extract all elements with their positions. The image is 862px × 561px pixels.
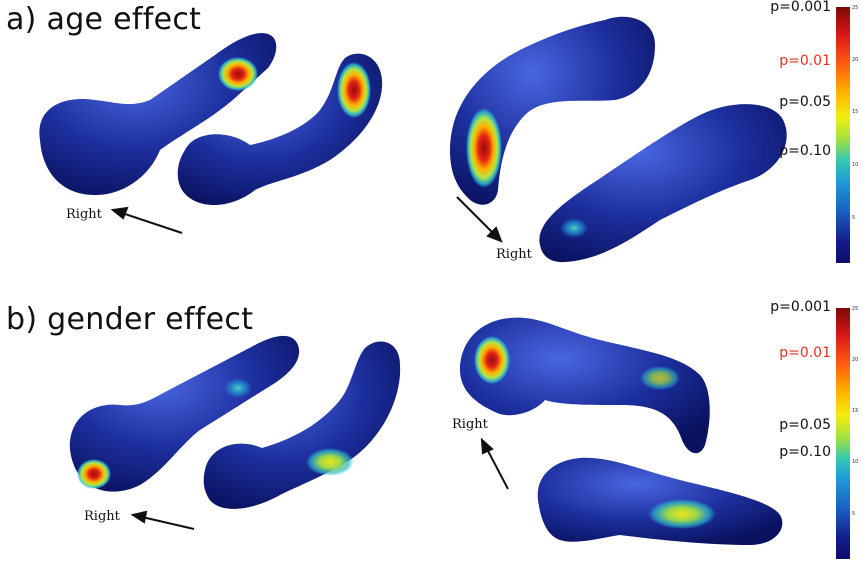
a-left-hippocampus-1 bbox=[39, 33, 277, 195]
b-p-label-001: p=0.01 bbox=[779, 345, 831, 361]
a-right-hippocampus-2 bbox=[539, 104, 787, 263]
a-faint-hotspot bbox=[560, 218, 588, 238]
b-colorbar-tick: 20 bbox=[852, 357, 859, 363]
a-p-label-010: p=0.10 bbox=[779, 143, 831, 159]
a-p-label-005: p=0.05 bbox=[779, 94, 831, 110]
b-colorbar-tick: 10 bbox=[852, 459, 859, 465]
b-colorbar bbox=[836, 308, 850, 559]
b-left-hippocampus-1 bbox=[69, 335, 300, 492]
b-right-hippocampus-2 bbox=[537, 457, 783, 545]
a-age-hotspot-left bbox=[218, 57, 258, 91]
b-colorbar-tick: 25 bbox=[852, 306, 859, 312]
b-right-hippocampus-1 bbox=[460, 317, 710, 454]
a-left-hippocampus-2 bbox=[177, 53, 383, 205]
b-left-direction-label: Right bbox=[84, 509, 120, 524]
a-colorbar-tick: 10 bbox=[852, 162, 859, 168]
a-colorbar-tick: 5 bbox=[852, 215, 856, 221]
a-colorbar-tick: 20 bbox=[852, 57, 859, 63]
b-colorbar-tick: 15 bbox=[852, 408, 859, 414]
b-left-arrow bbox=[130, 510, 195, 530]
a-colorbar-tick: 25 bbox=[852, 5, 859, 11]
b-gender-hotspot-lower bbox=[648, 499, 716, 529]
a-left-direction-label: Right bbox=[66, 207, 102, 222]
a-colorbar-tick: 15 bbox=[852, 109, 859, 115]
b-p-label-005: p=0.05 bbox=[779, 417, 831, 433]
b-p-label-010: p=0.10 bbox=[779, 444, 831, 460]
a-left-arrow bbox=[110, 206, 183, 234]
b-gender-hotspot-mid bbox=[306, 448, 354, 476]
b-faint-hotspot-upper bbox=[640, 366, 680, 390]
b-gender-hotspot-upper bbox=[474, 336, 510, 384]
b-right-arrow bbox=[480, 437, 509, 490]
b-left-hippocampus-2 bbox=[203, 341, 401, 509]
a-right-arrow bbox=[456, 196, 503, 243]
a-right-direction-label: Right bbox=[496, 247, 532, 262]
a-right-hippocampus-1 bbox=[450, 16, 655, 205]
a-age-hotspot-lower bbox=[466, 108, 502, 188]
a-age-hotspot-right bbox=[337, 62, 371, 118]
a-colorbar bbox=[836, 7, 850, 263]
panel-b-title: b) gender effect bbox=[6, 302, 254, 337]
b-gender-hotspot-left bbox=[77, 459, 111, 489]
b-right-direction-label: Right bbox=[452, 417, 488, 432]
b-p-label-0001: p=0.001 bbox=[770, 299, 831, 315]
b-faint-hotspot-left bbox=[224, 378, 252, 398]
panel-a-title: a) age effect bbox=[6, 2, 202, 37]
a-p-label-0001: p=0.001 bbox=[770, 0, 831, 15]
b-colorbar-tick: 5 bbox=[852, 511, 856, 517]
a-p-label-001: p=0.01 bbox=[779, 53, 831, 69]
